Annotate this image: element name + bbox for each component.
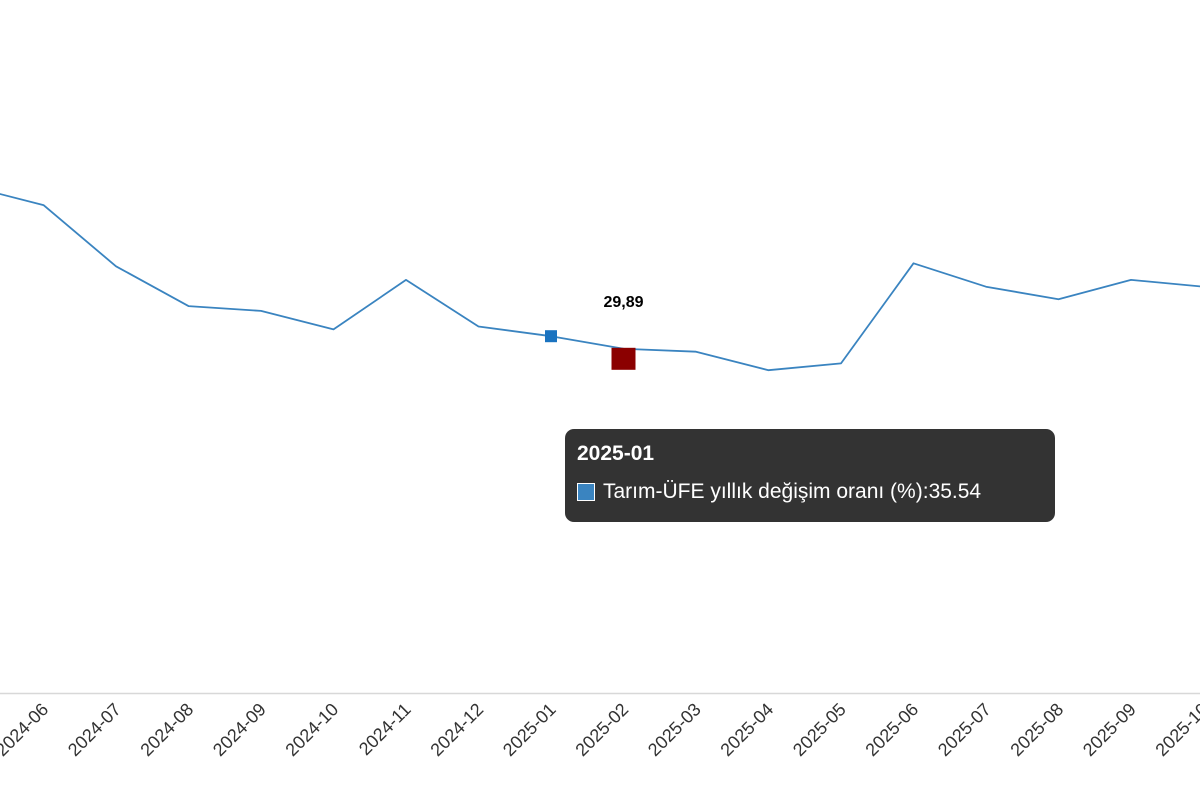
x-tick-label: 2024-10: [281, 699, 342, 760]
tooltip-value: 35.54: [928, 480, 982, 503]
data-label: 29,89: [603, 294, 643, 311]
x-tick-label: 2025-02: [571, 699, 632, 760]
x-tick-label: 2025-01: [499, 699, 560, 760]
x-tick-label: 2025-06: [861, 699, 922, 760]
x-tick-label: 2024-08: [136, 699, 197, 760]
tooltip-series-swatch: [577, 483, 595, 501]
series-line: [0, 193, 1200, 372]
tooltip-title: 2025-01: [577, 442, 655, 465]
tooltip-row: Tarım-ÜFE yıllık değişim oranı (%): 35.5…: [577, 479, 1043, 505]
x-tick-label: 2024-12: [426, 699, 487, 760]
tooltip-series-name: Tarım-ÜFE yıllık değişim oranı (%): [603, 480, 923, 503]
x-tick-label: 2025-10: [1151, 699, 1200, 760]
x-tick-label: 2025-04: [716, 699, 777, 760]
data-point-hovered[interactable]: [545, 330, 557, 343]
x-tick-label: 2024-09: [209, 699, 270, 760]
tooltip-separator: :: [922, 480, 929, 503]
x-tick-label: 2024-07: [64, 699, 125, 760]
x-tick-label: 2025-07: [934, 699, 995, 760]
x-tick-label: 2024-11: [355, 699, 415, 759]
x-tick-label: 2024-06: [0, 699, 52, 760]
data-label-marker: [611, 347, 636, 370]
x-tick-label: 2025-08: [1006, 699, 1067, 760]
x-tick-label: 2025-03: [644, 699, 705, 760]
tooltip: 2025-01 Tarım-ÜFE yıllık değişim oranı (…: [565, 429, 1055, 522]
x-tick-label: 2025-09: [1079, 699, 1140, 760]
x-tick-label: 2025-05: [789, 699, 850, 760]
